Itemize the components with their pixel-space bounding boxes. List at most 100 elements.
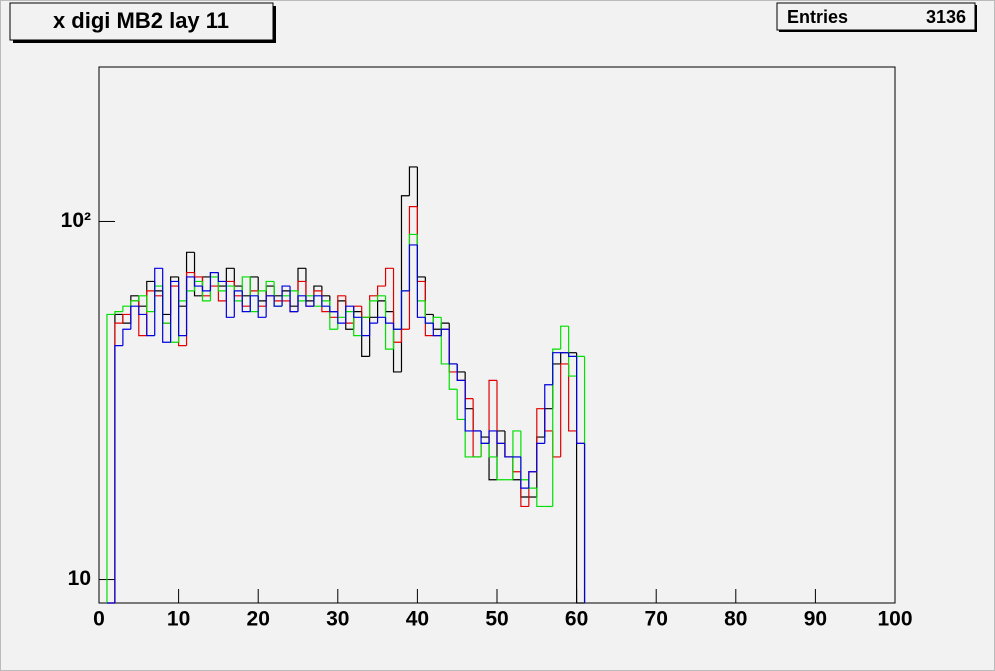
histogram-bin — [345, 305, 354, 324]
histogram-bin — [170, 280, 179, 343]
histogram-bin — [416, 244, 426, 318]
histogram-bin — [552, 352, 561, 385]
y-tick-label: 10 — [68, 567, 91, 590]
histogram-bin — [369, 300, 378, 318]
histogram-bin — [384, 317, 394, 324]
histogram-bin — [432, 323, 442, 337]
histogram-bin — [456, 363, 466, 381]
histogram-bin — [138, 306, 147, 316]
histogram-bin — [114, 311, 123, 315]
histogram-bin — [146, 314, 155, 337]
histogram-bin — [289, 286, 298, 313]
x-tick-label: 20 — [247, 608, 270, 631]
x-tick-label: 50 — [485, 608, 508, 631]
histogram-bin — [185, 276, 195, 336]
histogram-bin — [241, 290, 251, 313]
histogram-bin — [122, 305, 131, 312]
histogram-bin — [297, 295, 306, 312]
histogram-bin — [496, 456, 505, 481]
histogram-bin — [504, 443, 513, 458]
x-tick-label: 30 — [326, 608, 349, 631]
histogram-bin — [130, 300, 139, 307]
histogram-bin — [568, 326, 577, 377]
x-tick-label: 10 — [167, 608, 190, 631]
histogram-bin — [568, 352, 577, 357]
histogram-bin — [377, 316, 386, 324]
histogram-bin — [225, 267, 235, 287]
histogram-bin — [361, 317, 370, 337]
histogram-bin — [440, 328, 450, 336]
histogram-bin — [106, 313, 115, 603]
histogram-bin — [146, 295, 155, 313]
histogram-bin — [408, 166, 418, 196]
x-tick-label: 100 — [877, 608, 912, 631]
histogram-bin — [464, 380, 474, 432]
histogram-bin — [408, 244, 418, 291]
histogram-bin — [281, 285, 291, 307]
histogram-bin — [201, 286, 211, 292]
y-tick-label: 10² — [61, 209, 91, 232]
histogram-bin — [377, 295, 386, 301]
histogram-bin — [337, 311, 346, 324]
x-tick-label: 80 — [724, 608, 747, 631]
histogram-bin — [233, 290, 243, 318]
histogram-bin — [217, 272, 227, 283]
chart-title: x digi MB2 lay 11 — [53, 8, 229, 33]
histogram-bin — [138, 295, 147, 301]
x-tick-label: 70 — [645, 608, 668, 631]
histogram-bin — [209, 271, 219, 291]
histogram-bin — [488, 430, 497, 444]
histogram-bin — [384, 295, 394, 350]
histogram-bin — [536, 442, 545, 472]
histogram-bin — [265, 280, 275, 291]
histogram-bin — [321, 295, 330, 307]
histogram-bin — [480, 430, 490, 444]
histogram-bin — [122, 313, 131, 324]
histogram-bin — [520, 456, 529, 489]
histogram-bin — [377, 285, 386, 296]
histogram-bin — [114, 345, 123, 603]
histogram-bin — [329, 306, 338, 313]
histogram-bin — [249, 295, 259, 312]
histogram-bin — [384, 267, 394, 287]
title-box — [9, 2, 274, 41]
histogram-bin — [496, 430, 505, 444]
histogram-bin — [313, 295, 322, 307]
histogram-bin — [162, 268, 171, 343]
histogram-bin — [424, 281, 434, 337]
stats-value: 3136 — [926, 7, 966, 27]
histogram-bin — [265, 295, 275, 318]
histogram-bin — [193, 252, 203, 297]
stats-label: Entries — [787, 7, 848, 27]
histogram-bin — [560, 325, 569, 350]
histogram-bin — [369, 322, 378, 336]
histogram-bin — [432, 316, 442, 324]
histogram-bin — [392, 323, 402, 330]
histogram-bin — [464, 419, 474, 458]
histogram-bin — [353, 306, 362, 318]
histogram-bin — [488, 443, 497, 458]
frame — [98, 66, 896, 604]
histogram-bin — [337, 295, 346, 318]
histogram-bin — [273, 295, 283, 307]
histogram-bin — [576, 356, 585, 444]
histogram-bin — [528, 471, 537, 489]
histogram-bin — [544, 384, 553, 444]
histogram-bin — [488, 379, 497, 444]
histogram-bin — [512, 430, 521, 480]
histogram-bin — [193, 276, 203, 287]
histogram-bin — [560, 363, 569, 457]
histogram-bin — [568, 363, 577, 432]
x-tick-label: 0 — [93, 608, 105, 631]
histogram-bin — [552, 348, 561, 507]
histogram-bin — [257, 295, 267, 318]
histogram-bin — [225, 281, 235, 318]
histogram-bin — [448, 329, 458, 365]
histogram-bin — [122, 328, 131, 346]
histogram-bin — [154, 267, 163, 336]
histogram-bin — [536, 488, 545, 508]
histogram-bin — [424, 317, 434, 324]
histogram-bin — [130, 305, 139, 330]
x-tick-label: 90 — [804, 608, 827, 631]
